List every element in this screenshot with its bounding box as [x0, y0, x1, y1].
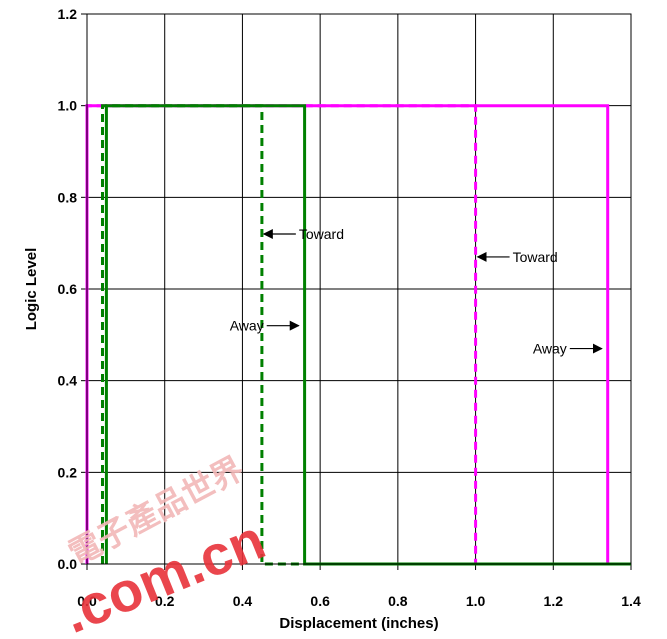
x-tick-label: 0.0 — [77, 593, 97, 609]
y-tick-label: 1.0 — [58, 98, 78, 114]
x-axis-ticks: 0.0 0.2 0.4 0.6 0.8 1.0 1.2 1.4 — [77, 564, 641, 609]
annotation-label: Toward — [299, 226, 344, 242]
y-tick-label: 1.2 — [58, 6, 78, 22]
annotation-label: Away — [230, 318, 264, 334]
grid — [86, 13, 632, 565]
annotation-label: Toward — [513, 249, 558, 265]
x-tick-label: 0.8 — [388, 593, 408, 609]
y-tick-label: 0.2 — [58, 464, 78, 480]
annotations: Toward Away Toward Away — [230, 226, 603, 357]
y-tick-label: 0.6 — [58, 281, 78, 297]
annotation-label: Away — [533, 341, 567, 357]
y-tick-label: 0.4 — [58, 373, 78, 389]
y-axis-title: Logic Level — [23, 248, 40, 331]
y-tick-label: 0.8 — [58, 189, 78, 205]
y-axis-ticks: 0.0 0.2 0.4 0.6 0.8 1.0 1.2 — [58, 6, 87, 572]
x-tick-label: 0.4 — [233, 593, 253, 609]
x-tick-label: 1.2 — [544, 593, 564, 609]
y-tick-label: 0.0 — [58, 556, 78, 572]
x-tick-label: 0.2 — [155, 593, 175, 609]
x-tick-label: 1.4 — [621, 593, 641, 609]
plot-frame — [86, 13, 632, 565]
x-tick-label: 0.6 — [310, 593, 330, 609]
x-axis-title: Displacement (inches) — [279, 615, 438, 632]
x-tick-label: 1.0 — [466, 593, 486, 609]
